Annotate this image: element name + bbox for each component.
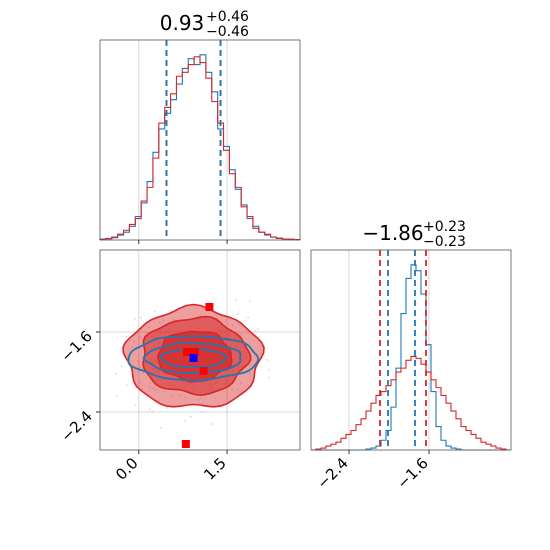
background-sample-point xyxy=(197,398,200,401)
background-sample-point xyxy=(231,388,234,391)
background-sample-point xyxy=(254,330,257,332)
marker-point xyxy=(183,348,192,356)
hist1-frame xyxy=(99,39,301,241)
background-sample-point xyxy=(149,408,151,411)
background-sample-point xyxy=(189,415,192,418)
background-sample-point xyxy=(133,317,136,320)
contour-line-6 xyxy=(159,347,228,368)
panel-2d-scatter: 0.0 1.5 −1.6 −2.4 xyxy=(57,249,301,484)
background-sample-point xyxy=(171,395,174,398)
hist2-series-2 xyxy=(311,355,511,451)
background-sample-point xyxy=(248,372,251,374)
background-sample-point xyxy=(162,391,165,393)
hist2-title-value: −1.86 xyxy=(362,221,423,245)
background-sample-point xyxy=(259,352,262,355)
background-sample-point xyxy=(249,364,252,366)
background-sample-point xyxy=(137,360,139,363)
background-sample-point xyxy=(154,310,156,313)
hist1-title-value: 0.93 xyxy=(160,11,205,35)
background-sample-point xyxy=(235,299,237,302)
background-sample-point xyxy=(148,386,151,388)
hist2-title-minus: −0.23 xyxy=(423,234,466,250)
scatter-x-tick-label: 0.0 xyxy=(112,454,142,484)
hist2-frame xyxy=(310,249,512,451)
background-sample-point xyxy=(247,316,249,319)
background-sample-point xyxy=(134,403,137,406)
background-sample-point xyxy=(142,371,145,374)
background-sample-point xyxy=(199,397,202,399)
background-sample-point xyxy=(139,381,142,384)
scatter-x-tick-label: 1.5 xyxy=(200,454,230,484)
hist1-series-1 xyxy=(99,54,301,241)
background-sample-point xyxy=(125,335,128,338)
background-sample-point xyxy=(268,369,270,371)
marker-point xyxy=(181,440,190,448)
scatter-y-tick-label: −1.6 xyxy=(57,327,95,365)
background-sample-point xyxy=(115,395,118,398)
background-sample-point xyxy=(214,397,217,400)
background-sample-point xyxy=(210,423,213,425)
background-sample-point xyxy=(139,317,142,320)
background-sample-point xyxy=(237,312,239,315)
background-sample-point xyxy=(236,388,239,391)
background-sample-point xyxy=(139,366,142,369)
background-sample-point xyxy=(159,321,161,324)
background-sample-point xyxy=(141,387,143,390)
background-sample-point xyxy=(268,376,270,379)
background-sample-point xyxy=(149,381,152,384)
background-sample-point xyxy=(241,370,244,372)
scatter-frame xyxy=(99,249,301,451)
background-sample-point xyxy=(173,318,175,321)
background-sample-point xyxy=(257,328,259,331)
panel-hist-param-1: 0.93 +0.46−0.46 xyxy=(99,9,301,244)
hist2-x-tick-label: −1.6 xyxy=(393,454,431,492)
marker-point xyxy=(205,303,214,311)
hist2-x-tick-label: −2.4 xyxy=(313,454,351,492)
marker-point xyxy=(190,348,199,356)
scatter-y-tick-label: −2.4 xyxy=(57,407,95,445)
background-sample-point xyxy=(139,336,141,339)
background-sample-point xyxy=(266,359,269,361)
contour-line-5 xyxy=(142,341,242,375)
background-sample-point xyxy=(237,323,240,326)
background-sample-point xyxy=(239,382,242,385)
marker-point xyxy=(199,367,208,375)
background-sample-point xyxy=(166,406,169,409)
contour-line-4 xyxy=(127,335,260,382)
background-sample-point xyxy=(231,324,234,327)
background-sample-point xyxy=(159,426,162,429)
hist1-title-minus: −0.46 xyxy=(206,24,249,40)
panel-hist-param-2: −1.86 +0.23−0.23 −2.4 −1.6 xyxy=(310,219,512,493)
marker-point xyxy=(189,354,198,362)
background-sample-point xyxy=(147,326,150,329)
background-sample-point xyxy=(184,420,186,422)
background-sample-point xyxy=(133,340,136,343)
background-sample-point xyxy=(115,373,118,375)
background-sample-point xyxy=(202,403,204,405)
background-sample-point xyxy=(199,314,202,317)
background-sample-point xyxy=(131,345,134,348)
hist2-title-plus: +0.23 xyxy=(423,219,466,235)
background-sample-point xyxy=(120,365,123,368)
background-sample-point xyxy=(178,394,181,396)
background-sample-point xyxy=(125,384,128,386)
hist1-series-2 xyxy=(99,56,301,241)
background-sample-point xyxy=(162,319,165,322)
background-sample-point xyxy=(184,396,187,399)
background-sample-point xyxy=(154,389,157,391)
background-sample-point xyxy=(152,387,155,389)
background-sample-point xyxy=(239,333,242,336)
background-sample-point xyxy=(248,300,251,303)
hist1-title-plus: +0.46 xyxy=(206,9,249,25)
